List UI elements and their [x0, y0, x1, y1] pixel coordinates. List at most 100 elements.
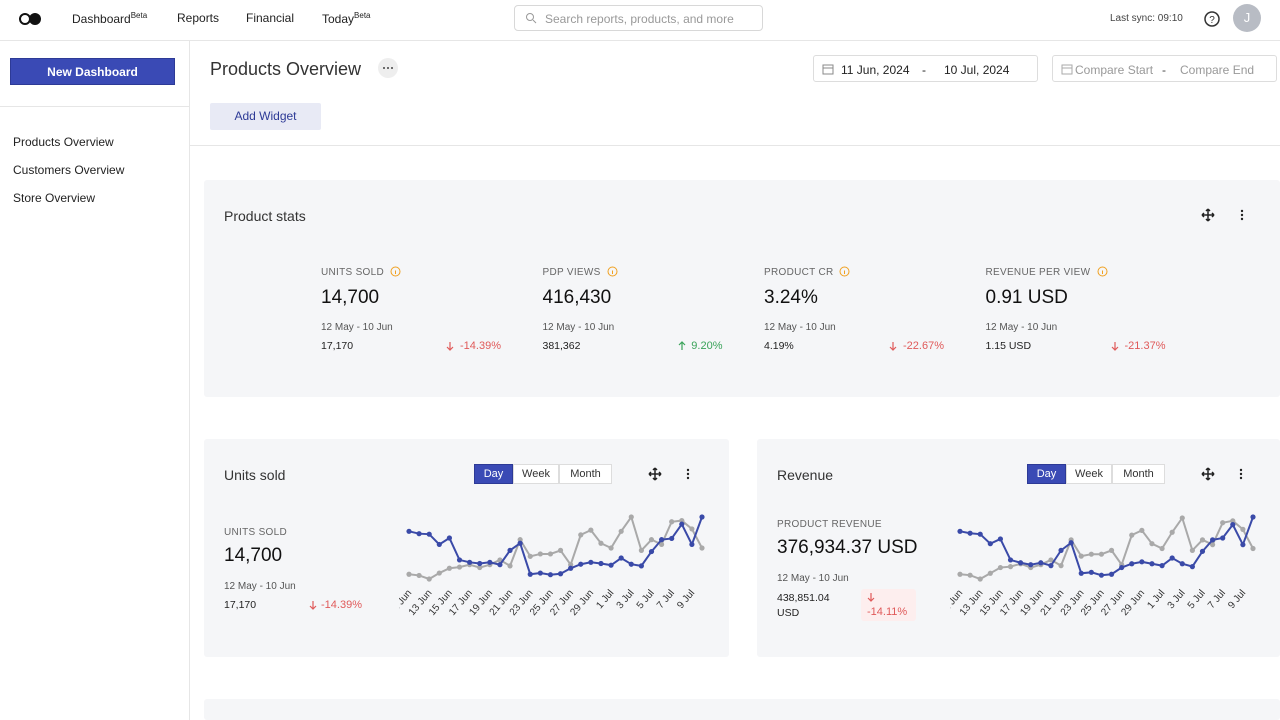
card-actions[interactable]	[1201, 208, 1261, 222]
series-point	[487, 559, 493, 565]
more-button[interactable]	[378, 58, 398, 78]
widget-card: Units sold Day Week Month UNITS SOLD 14,700 12…	[204, 439, 729, 657]
series-point	[1220, 535, 1226, 541]
metric-period: 12 May - 10 Jun	[224, 581, 296, 592]
series-point	[1108, 547, 1115, 553]
nav-item[interactable]: Financial	[246, 11, 295, 25]
series-point	[517, 537, 523, 543]
x-tick-label: 1 Jul	[1145, 588, 1167, 611]
series-point	[527, 571, 533, 577]
info-icon[interactable]	[1097, 266, 1108, 277]
x-tick-label: 1 Jul	[594, 588, 616, 611]
toggle-button[interactable]: Week	[513, 464, 559, 484]
sidebar-link[interactable]: Store Overview	[13, 191, 96, 205]
stat-label: PDP VIEWS	[542, 267, 601, 278]
series-point	[1240, 542, 1246, 548]
date-range[interactable]: 11 Jun, 2024 - 10 Jul, 2024	[813, 55, 1038, 82]
info-icon[interactable]	[839, 266, 850, 277]
sidebar-link[interactable]: Customers Overview	[13, 163, 125, 177]
nav-item[interactable]: DashboardBeta	[72, 11, 148, 26]
arrow-path	[1111, 342, 1118, 351]
info-icon[interactable]	[607, 266, 618, 277]
series-point	[578, 561, 584, 567]
nav-item[interactable]: Reports	[177, 11, 220, 25]
arrow-path	[867, 593, 875, 602]
series-point	[426, 531, 432, 537]
toggle-button[interactable]: Day	[1027, 464, 1066, 484]
series-point	[1058, 563, 1064, 569]
series-point	[416, 572, 422, 579]
series-point	[957, 528, 963, 534]
series-point	[608, 545, 614, 551]
series-point	[1189, 564, 1195, 570]
calendar-icon	[822, 64, 834, 75]
series-point	[669, 535, 675, 542]
stat-change: -21.37%	[1124, 340, 1166, 352]
card-actions[interactable]	[648, 467, 708, 481]
series-point	[1169, 529, 1175, 535]
stat-period: 12 May - 10 Jun	[542, 322, 615, 333]
series-point	[1028, 562, 1034, 568]
series-point	[1058, 547, 1064, 553]
compare-end: Compare End	[1180, 63, 1255, 77]
metric-period: 12 May - 10 Jun	[777, 573, 849, 584]
card-title: Product stats	[224, 208, 306, 224]
search[interactable]: Search reports, products, and more	[514, 5, 763, 31]
series-point	[638, 563, 644, 569]
arrow-down	[309, 601, 317, 610]
info-circle	[1097, 266, 1107, 277]
date-start: 11 Jun, 2024	[841, 63, 910, 77]
series-point	[1078, 553, 1084, 559]
new-dashboard-button[interactable]: New Dashboard	[10, 58, 175, 85]
stat-value: 3.24%	[764, 287, 818, 308]
toggle-button[interactable]: Month	[559, 464, 612, 484]
arrow-path	[889, 342, 897, 351]
logo[interactable]	[19, 12, 43, 26]
series-point	[1048, 563, 1054, 569]
compare-range[interactable]: Compare Start - Compare End	[1052, 55, 1277, 82]
series-point	[578, 532, 584, 538]
sidebar-link[interactable]: Products Overview	[13, 135, 114, 149]
series-point	[517, 540, 523, 546]
stat-change: 9.20%	[691, 340, 723, 352]
series-point	[1108, 571, 1115, 577]
arrow-path	[678, 341, 685, 350]
series-point	[1199, 537, 1206, 543]
stat-period: 12 May - 10 Jun	[321, 322, 393, 333]
series-point	[618, 555, 624, 561]
toggle-button[interactable]: Month	[1112, 464, 1165, 484]
series-point	[446, 565, 453, 571]
series-point	[967, 530, 973, 536]
series-point	[679, 517, 685, 524]
avatar[interactable]: J	[1233, 4, 1261, 32]
toggle-button[interactable]: Week	[1066, 464, 1112, 484]
menu-dot	[1239, 472, 1243, 476]
series-point	[1068, 540, 1074, 546]
sync: Last sync: 09:10	[1110, 13, 1183, 24]
toggle-button[interactable]: Day	[474, 464, 513, 484]
series-point	[1149, 561, 1155, 567]
card-actions[interactable]	[1201, 467, 1261, 481]
series-point	[618, 528, 624, 534]
help-icon[interactable]: ?	[1203, 10, 1221, 28]
compare-start: Compare Start	[1075, 63, 1154, 77]
metric-previous: 438,851.04 USD	[777, 592, 830, 619]
series-point	[1179, 515, 1185, 521]
series-point	[1088, 551, 1094, 557]
add-widget-button[interactable]: Add Widget	[210, 103, 321, 130]
menu-dot	[686, 468, 690, 472]
info-icon[interactable]	[390, 266, 401, 277]
top-nav: DashboardBeta Reports Financial TodayBet…	[0, 0, 1280, 41]
series-point	[568, 565, 574, 571]
stat-previous: 17,170	[321, 340, 354, 352]
series-point	[648, 548, 655, 555]
metric-change: -14.11%	[867, 606, 908, 618]
series-point	[1199, 548, 1206, 554]
nav-item[interactable]: TodayBeta	[322, 11, 371, 26]
series-point	[648, 537, 655, 543]
series-point	[638, 547, 644, 553]
arrow-down	[889, 342, 897, 351]
series-point	[1179, 561, 1185, 567]
